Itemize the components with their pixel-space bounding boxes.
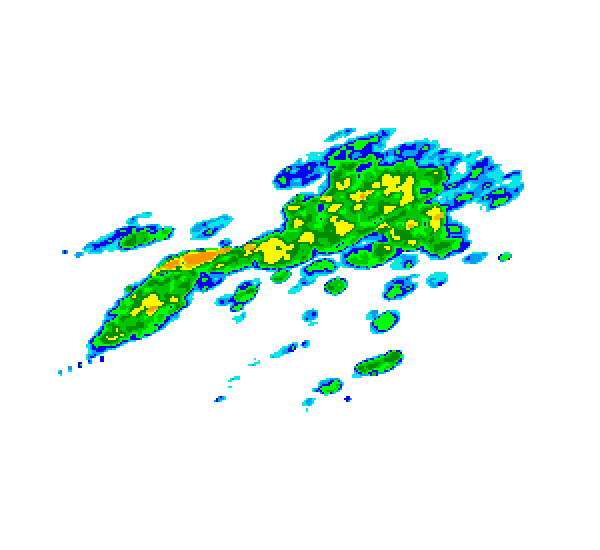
radar-echo-canvas (0, 0, 600, 550)
weather-radar-map (0, 0, 600, 550)
